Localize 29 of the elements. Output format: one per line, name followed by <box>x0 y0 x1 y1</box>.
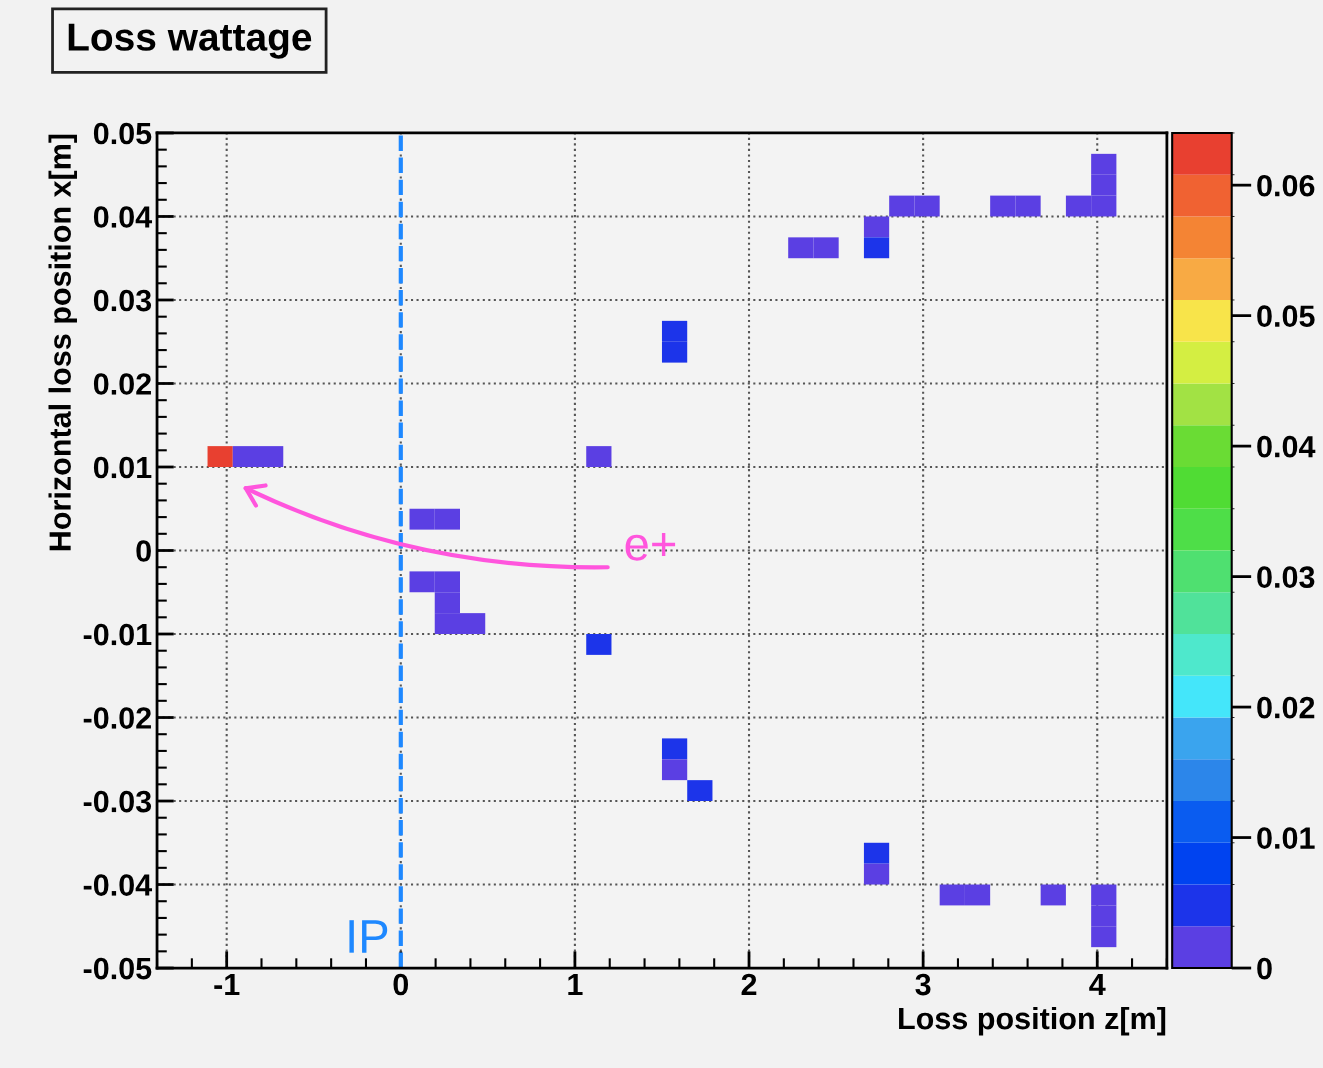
y-tick-label: 0.04 <box>93 206 153 228</box>
color-bar-label: 0.05 <box>1257 305 1315 328</box>
y-axis-title: Horizontal loss position x[m] <box>48 134 77 551</box>
y-tick-label: 0 <box>136 540 151 562</box>
y-tick-label: -0.04 <box>83 874 153 896</box>
color-bar-label: 0.02 <box>1257 696 1315 719</box>
y-tick-label: 0.01 <box>93 456 152 479</box>
y-tick-label: -0.05 <box>83 957 152 980</box>
color-bar-label: 0.06 <box>1257 174 1315 197</box>
annotation: e+ <box>625 532 676 561</box>
x-tick-label: 4 <box>1089 974 1106 996</box>
x-axis-title: Loss position z[m] <box>899 1006 1166 1036</box>
x-tick-label: 0 <box>393 973 409 996</box>
y-tick-label: 0.02 <box>93 373 151 395</box>
y-tick-label: 0.03 <box>93 289 152 312</box>
color-bar-label: 0.03 <box>1257 566 1315 589</box>
color-bar-label: 0 <box>1257 957 1272 980</box>
x-tick-label: -1 <box>214 974 240 996</box>
color-bar-label: 0.04 <box>1257 435 1316 458</box>
x-tick-label: 2 <box>741 973 757 996</box>
y-tick-label: -0.03 <box>83 790 152 813</box>
y-tick-label: 0.05 <box>93 122 152 145</box>
y-tick-label: -0.01 <box>83 623 152 646</box>
chart-title: Loss wattage <box>68 23 312 59</box>
color-bar-label: 0.01 <box>1257 827 1315 849</box>
ref-line-label: IP <box>349 920 388 953</box>
x-tick-label: 1 <box>568 974 583 996</box>
x-tick-label: 3 <box>915 973 931 996</box>
y-tick-label: -0.02 <box>83 707 151 729</box>
